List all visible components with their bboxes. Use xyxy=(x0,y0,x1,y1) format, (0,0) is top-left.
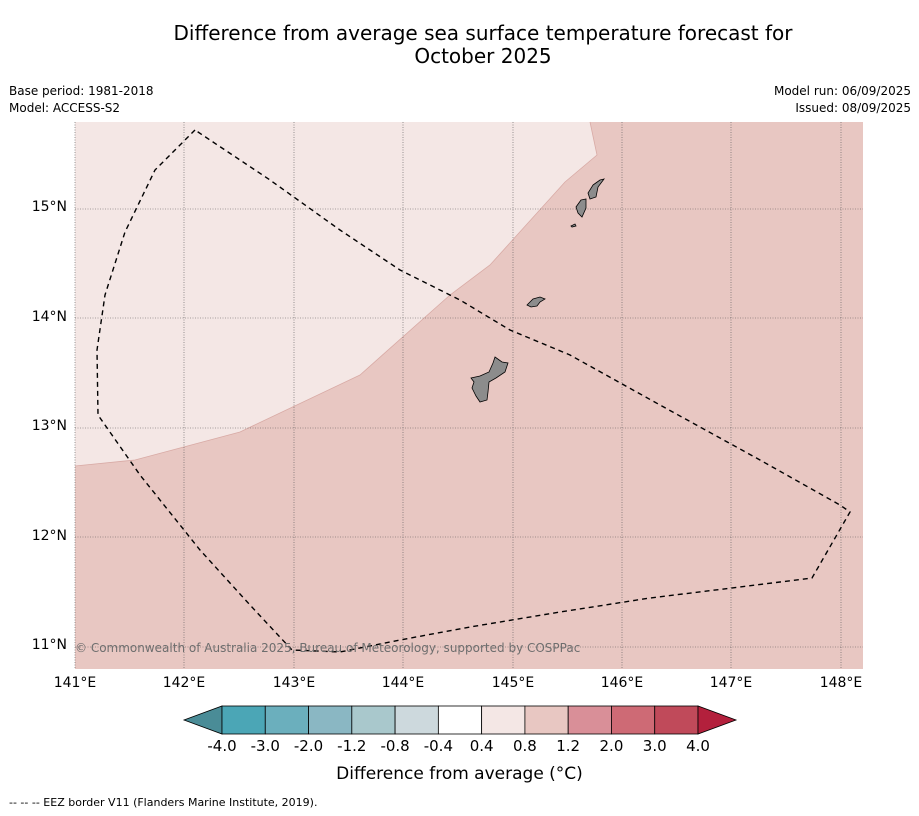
colorbar-swatch xyxy=(437,705,483,735)
lon-label-145: 145°E xyxy=(491,675,535,691)
colorbar-tick-label: -0.8 xyxy=(380,737,410,755)
lon-label-147: 147°E xyxy=(709,675,753,691)
lat-label-15: 15°N xyxy=(31,199,67,215)
lon-label-144: 144°E xyxy=(381,675,425,691)
copyright-notice: © Commonwealth of Australia 2025, Bureau… xyxy=(75,641,581,655)
colorbar-swatch xyxy=(567,705,612,735)
guam-island xyxy=(470,356,509,403)
lat-label-14: 14°N xyxy=(31,309,67,325)
colorbar-tick-label: 0.8 xyxy=(512,737,537,755)
meta-right: Model run: 06/09/2025 Issued: 08/09/2025 xyxy=(774,83,911,117)
colorbar-swatch xyxy=(221,705,266,735)
colorbar-swatch xyxy=(481,705,526,735)
title-line-2: October 2025 xyxy=(414,44,552,68)
title-line-1: Difference from average sea surface temp… xyxy=(173,21,793,45)
lon-label-148: 148°E xyxy=(819,675,863,691)
colorbar-extend-low xyxy=(182,705,223,735)
anomaly-region-low xyxy=(75,122,597,466)
colorbar-swatch xyxy=(394,705,439,735)
colorbar-tick-label: -1.2 xyxy=(337,737,367,755)
tinian-island xyxy=(575,198,587,218)
lon-label-143: 143°E xyxy=(272,675,316,691)
colorbar-label: Difference from average (°C) xyxy=(336,764,583,784)
lat-label-13: 13°N xyxy=(31,418,67,434)
aguijan-island xyxy=(570,223,577,228)
issued-date: Issued: 08/09/2025 xyxy=(795,101,911,115)
colorbar-tick-label: -0.4 xyxy=(423,737,453,755)
colorbar-extend-high xyxy=(697,705,738,735)
colorbar-tick-label: 1.2 xyxy=(556,737,581,755)
lat-label-11: 11°N xyxy=(31,637,67,653)
lon-label-146: 146°E xyxy=(600,675,644,691)
colorbar-tick-label: 0.4 xyxy=(469,737,494,755)
lon-label-141: 141°E xyxy=(53,675,97,691)
base-period: Base period: 1981-2018 xyxy=(9,84,154,98)
colorbar-tick-label: -2.0 xyxy=(293,737,324,755)
eez-footnote: -- -- -- EEZ border V11 (Flanders Marine… xyxy=(9,796,318,809)
colorbar-tick-label: 4.0 xyxy=(686,737,710,755)
meta-left: Base period: 1981-2018 Model: ACCESS-S2 xyxy=(9,83,154,117)
colorbar-tick-label: -4.0 xyxy=(207,737,237,755)
colorbar-swatch xyxy=(524,705,569,735)
eez-border xyxy=(96,129,851,653)
colorbar-tick-label: -3.0 xyxy=(250,737,280,755)
rota-island xyxy=(526,296,546,308)
colorbar-swatch xyxy=(654,705,699,735)
colorbar-tick-label: 2.0 xyxy=(599,737,624,755)
colorbar-swatch xyxy=(264,705,309,735)
chart-title: Difference from average sea surface temp… xyxy=(0,22,919,68)
colorbar-swatch xyxy=(611,705,656,735)
saipan-island xyxy=(587,178,605,200)
colorbar-swatches xyxy=(182,705,738,735)
colorbar-swatch xyxy=(351,705,396,735)
model-run: Model run: 06/09/2025 xyxy=(773,84,911,98)
model-name: Model: ACCESS-S2 xyxy=(9,101,121,115)
lon-label-142: 142°E xyxy=(162,675,206,691)
graticule xyxy=(74,122,863,669)
lat-label-12: 12°N xyxy=(31,528,67,544)
islands xyxy=(470,178,605,403)
colorbar-tick-label: 3.0 xyxy=(642,737,667,755)
colorbar xyxy=(182,705,738,735)
colorbar-swatch xyxy=(308,705,353,735)
